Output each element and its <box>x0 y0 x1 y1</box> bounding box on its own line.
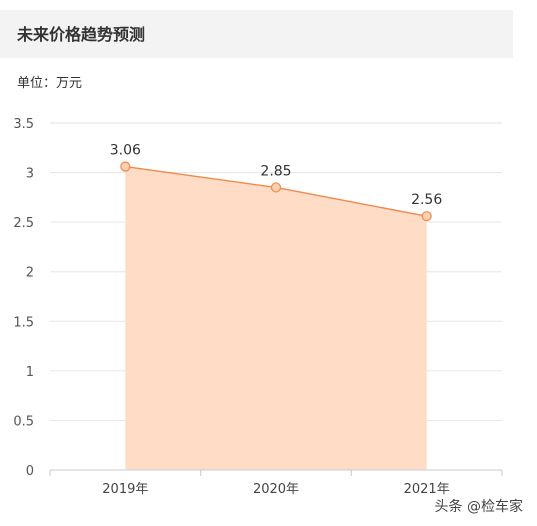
y-tick-label: 2 <box>26 266 34 281</box>
y-tick-label: 1.5 <box>13 315 34 330</box>
y-tick-label: 2.5 <box>13 216 34 231</box>
x-tick-label: 2020年 <box>253 482 299 497</box>
unit-label: 单位：万元 <box>17 76 83 91</box>
panel-header: 未来价格趋势预测 <box>0 10 513 58</box>
x-tick-label: 2019年 <box>102 482 148 497</box>
series-area <box>125 166 427 470</box>
marker-layer <box>120 161 432 222</box>
x-tick-label: 2021年 <box>404 482 450 497</box>
data-value-label: 3.06 <box>110 143 141 159</box>
y-tick-label: 0.5 <box>13 414 34 429</box>
area-layer <box>125 166 427 470</box>
y-tick-label: 3.5 <box>13 117 34 132</box>
data-value-label: 2.56 <box>411 192 442 208</box>
data-point-marker <box>120 161 131 172</box>
y-tick-label: 0 <box>26 464 34 479</box>
label-layer: 3.06 2.85 2.56 <box>110 143 443 209</box>
data-value-label: 2.85 <box>260 163 291 179</box>
chart-title: 未来价格趋势预测 <box>17 25 146 44</box>
data-point-marker <box>270 182 282 193</box>
data-point-marker <box>421 211 432 222</box>
y-tick-label: 3 <box>26 167 34 182</box>
y-tick-label: 1 <box>26 365 34 380</box>
watermark: 头条 @检车家 <box>434 499 523 515</box>
axis-layer: 0 0.5 1 1.5 2 2.5 3 3.5 2019年 2020年 2021年 <box>13 117 503 497</box>
